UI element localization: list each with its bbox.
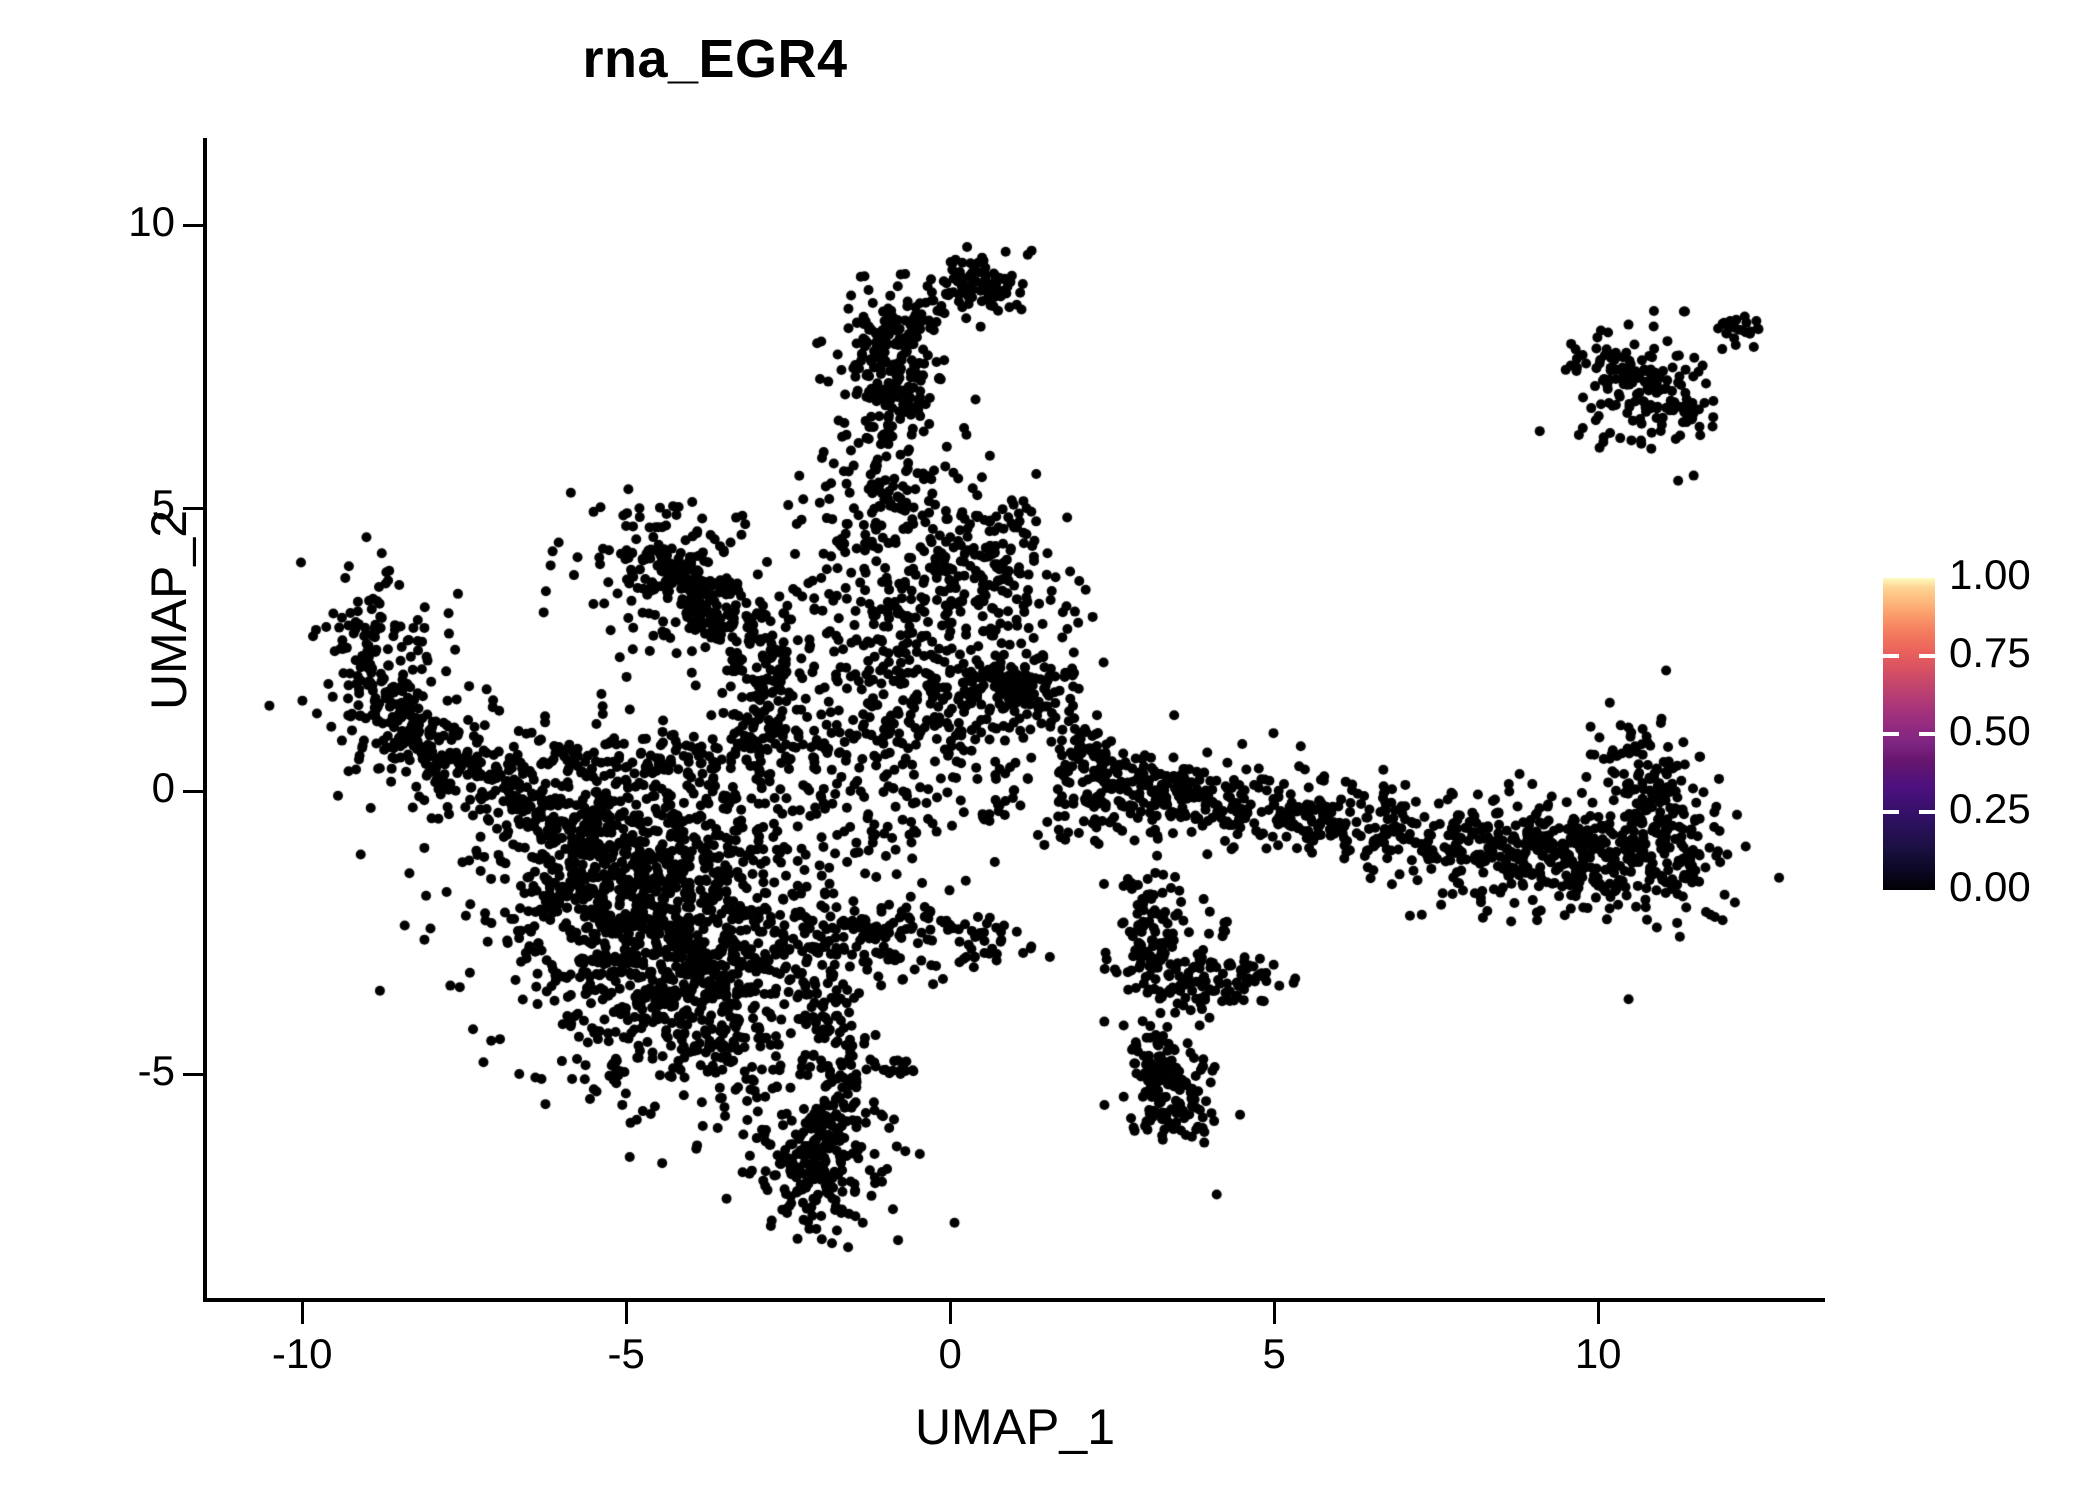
colorbar-tick-mark (1919, 654, 1935, 658)
y-tick-mark (183, 1072, 205, 1076)
colorbar-legend: 1.00 0.75 0.50 0.25 0.00 (1883, 551, 2093, 910)
x-tick-label: -5 (607, 1330, 645, 1377)
y-axis-label: UMAP_2 (141, 509, 197, 711)
y-tick-mark (183, 506, 205, 510)
x-tick-mark (1273, 1302, 1277, 1324)
y-axis-line (203, 138, 207, 1302)
y-tick-label: 10 (128, 197, 175, 245)
page-title: rna_EGR4 (582, 29, 848, 89)
x-tick-label: 0 (938, 1330, 962, 1377)
colorbar-tick-mark (1883, 732, 1899, 736)
scatter-points-layer (205, 140, 1825, 1300)
x-tick-mark (949, 1302, 953, 1324)
colorbar-tick-label: 0.00 (1949, 863, 2031, 910)
colorbar-tick-mark (1883, 810, 1899, 814)
x-tick-mark (625, 1302, 629, 1324)
x-axis-label: UMAP_1 (914, 1399, 1116, 1455)
colorbar-tick-mark (1919, 810, 1935, 814)
x-tick-label: 10 (1574, 1330, 1622, 1377)
x-axis-line (203, 1298, 1825, 1302)
y-tick-label: 0 (151, 763, 175, 811)
colorbar-tick-mark (1919, 732, 1935, 736)
y-tick-mark (183, 789, 205, 793)
x-tick-label: -10 (271, 1330, 333, 1377)
y-tick-label: -5 (137, 1046, 175, 1094)
y-tick-label: 5 (151, 480, 175, 528)
colorbar-tick-label: 0.25 (1949, 785, 2031, 832)
x-tick-mark (1597, 1302, 1601, 1324)
colorbar-tick-label: 1.00 (1949, 551, 2031, 598)
colorbar-tick-mark (1883, 654, 1899, 658)
y-axis-label-wrapper: UMAP_2 (140, 400, 240, 820)
y-tick-mark (183, 223, 205, 227)
x-tick-label: 5 (1262, 1330, 1286, 1377)
colorbar-tick-label: 0.75 (1949, 629, 2031, 676)
colorbar-tick-label: 0.50 (1949, 707, 2031, 754)
x-tick-mark (301, 1302, 305, 1324)
